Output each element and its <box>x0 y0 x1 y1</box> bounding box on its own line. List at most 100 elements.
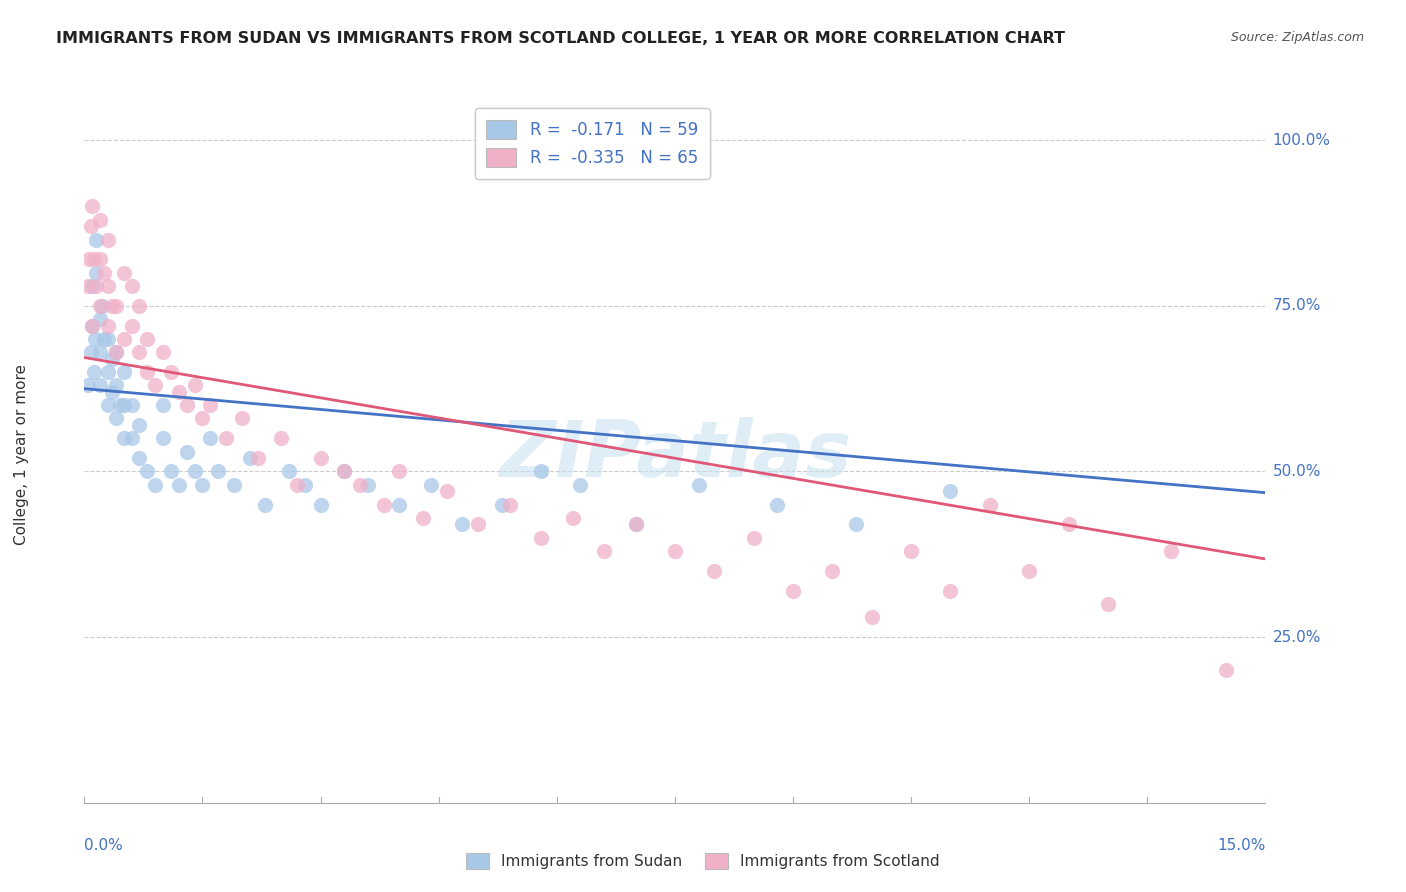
Point <box>200 431 222 445</box>
Point <box>97 233 120 247</box>
Point <box>939 484 962 499</box>
Point <box>112 332 135 346</box>
Point <box>108 398 131 412</box>
Point <box>373 498 395 512</box>
Point <box>104 345 127 359</box>
Point <box>860 610 883 624</box>
Point <box>97 398 120 412</box>
Point <box>491 498 513 512</box>
Point <box>82 318 104 333</box>
Point <box>309 451 332 466</box>
Point <box>160 365 183 379</box>
Point <box>200 398 222 412</box>
Text: 25.0%: 25.0% <box>1272 630 1320 645</box>
Point <box>167 384 190 399</box>
Point <box>97 332 120 346</box>
Point <box>782 583 804 598</box>
Legend: Immigrants from Sudan, Immigrants from Scotland: Immigrants from Sudan, Immigrants from S… <box>460 847 946 875</box>
Point <box>90 299 112 313</box>
Point <box>93 332 115 346</box>
Point <box>112 431 135 445</box>
Text: Source: ZipAtlas.com: Source: ZipAtlas.com <box>1230 31 1364 45</box>
Point <box>82 279 104 293</box>
Point <box>121 279 143 293</box>
Point <box>333 465 356 479</box>
Text: 75.0%: 75.0% <box>1272 298 1320 313</box>
Point <box>112 365 135 379</box>
Point <box>121 398 143 412</box>
Point <box>419 477 441 491</box>
Text: 15.0%: 15.0% <box>1218 838 1265 854</box>
Point <box>101 351 124 366</box>
Point <box>121 318 143 333</box>
Point <box>246 451 269 466</box>
Point <box>979 498 1001 512</box>
Point <box>624 517 647 532</box>
Point <box>451 517 474 532</box>
Point <box>231 411 253 425</box>
Point <box>845 517 868 532</box>
Point <box>222 477 245 491</box>
Point <box>183 378 205 392</box>
Point <box>77 378 100 392</box>
Point <box>84 279 107 293</box>
Point <box>82 199 104 213</box>
Point <box>152 398 174 412</box>
Point <box>278 465 301 479</box>
Point <box>89 299 111 313</box>
Point <box>294 477 316 491</box>
Point <box>76 279 98 293</box>
Point <box>101 384 124 399</box>
Point <box>93 266 115 280</box>
Point <box>1018 564 1040 578</box>
Point <box>83 332 105 346</box>
Point <box>79 345 101 359</box>
Point <box>136 332 159 346</box>
Point <box>191 477 214 491</box>
Point <box>136 365 159 379</box>
Point <box>498 498 520 512</box>
Point <box>143 378 166 392</box>
Point <box>128 299 150 313</box>
Text: ZIPatlas: ZIPatlas <box>499 417 851 493</box>
Point <box>270 431 292 445</box>
Point <box>703 564 725 578</box>
Point <box>561 511 583 525</box>
Point <box>160 465 183 479</box>
Point <box>128 345 150 359</box>
Point <box>239 451 262 466</box>
Point <box>77 252 100 267</box>
Point <box>136 465 159 479</box>
Point <box>1215 663 1237 677</box>
Point <box>152 431 174 445</box>
Point <box>167 477 190 491</box>
Text: 100.0%: 100.0% <box>1272 133 1330 148</box>
Point <box>89 378 111 392</box>
Point <box>349 477 371 491</box>
Point <box>821 564 844 578</box>
Point <box>254 498 277 512</box>
Point <box>624 517 647 532</box>
Point <box>101 299 124 313</box>
Point <box>89 345 111 359</box>
Text: 50.0%: 50.0% <box>1272 464 1320 479</box>
Point <box>333 465 356 479</box>
Point <box>112 266 135 280</box>
Point <box>742 531 765 545</box>
Point <box>388 465 411 479</box>
Point <box>939 583 962 598</box>
Point <box>121 431 143 445</box>
Text: IMMIGRANTS FROM SUDAN VS IMMIGRANTS FROM SCOTLAND COLLEGE, 1 YEAR OR MORE CORREL: IMMIGRANTS FROM SUDAN VS IMMIGRANTS FROM… <box>56 31 1066 46</box>
Point <box>112 398 135 412</box>
Point <box>1057 517 1080 532</box>
Point <box>569 477 592 491</box>
Point <box>412 511 434 525</box>
Point <box>104 378 127 392</box>
Point <box>176 444 198 458</box>
Point <box>152 345 174 359</box>
Point <box>89 312 111 326</box>
Point <box>89 212 111 227</box>
Point <box>207 465 229 479</box>
Point <box>900 544 922 558</box>
Point <box>143 477 166 491</box>
